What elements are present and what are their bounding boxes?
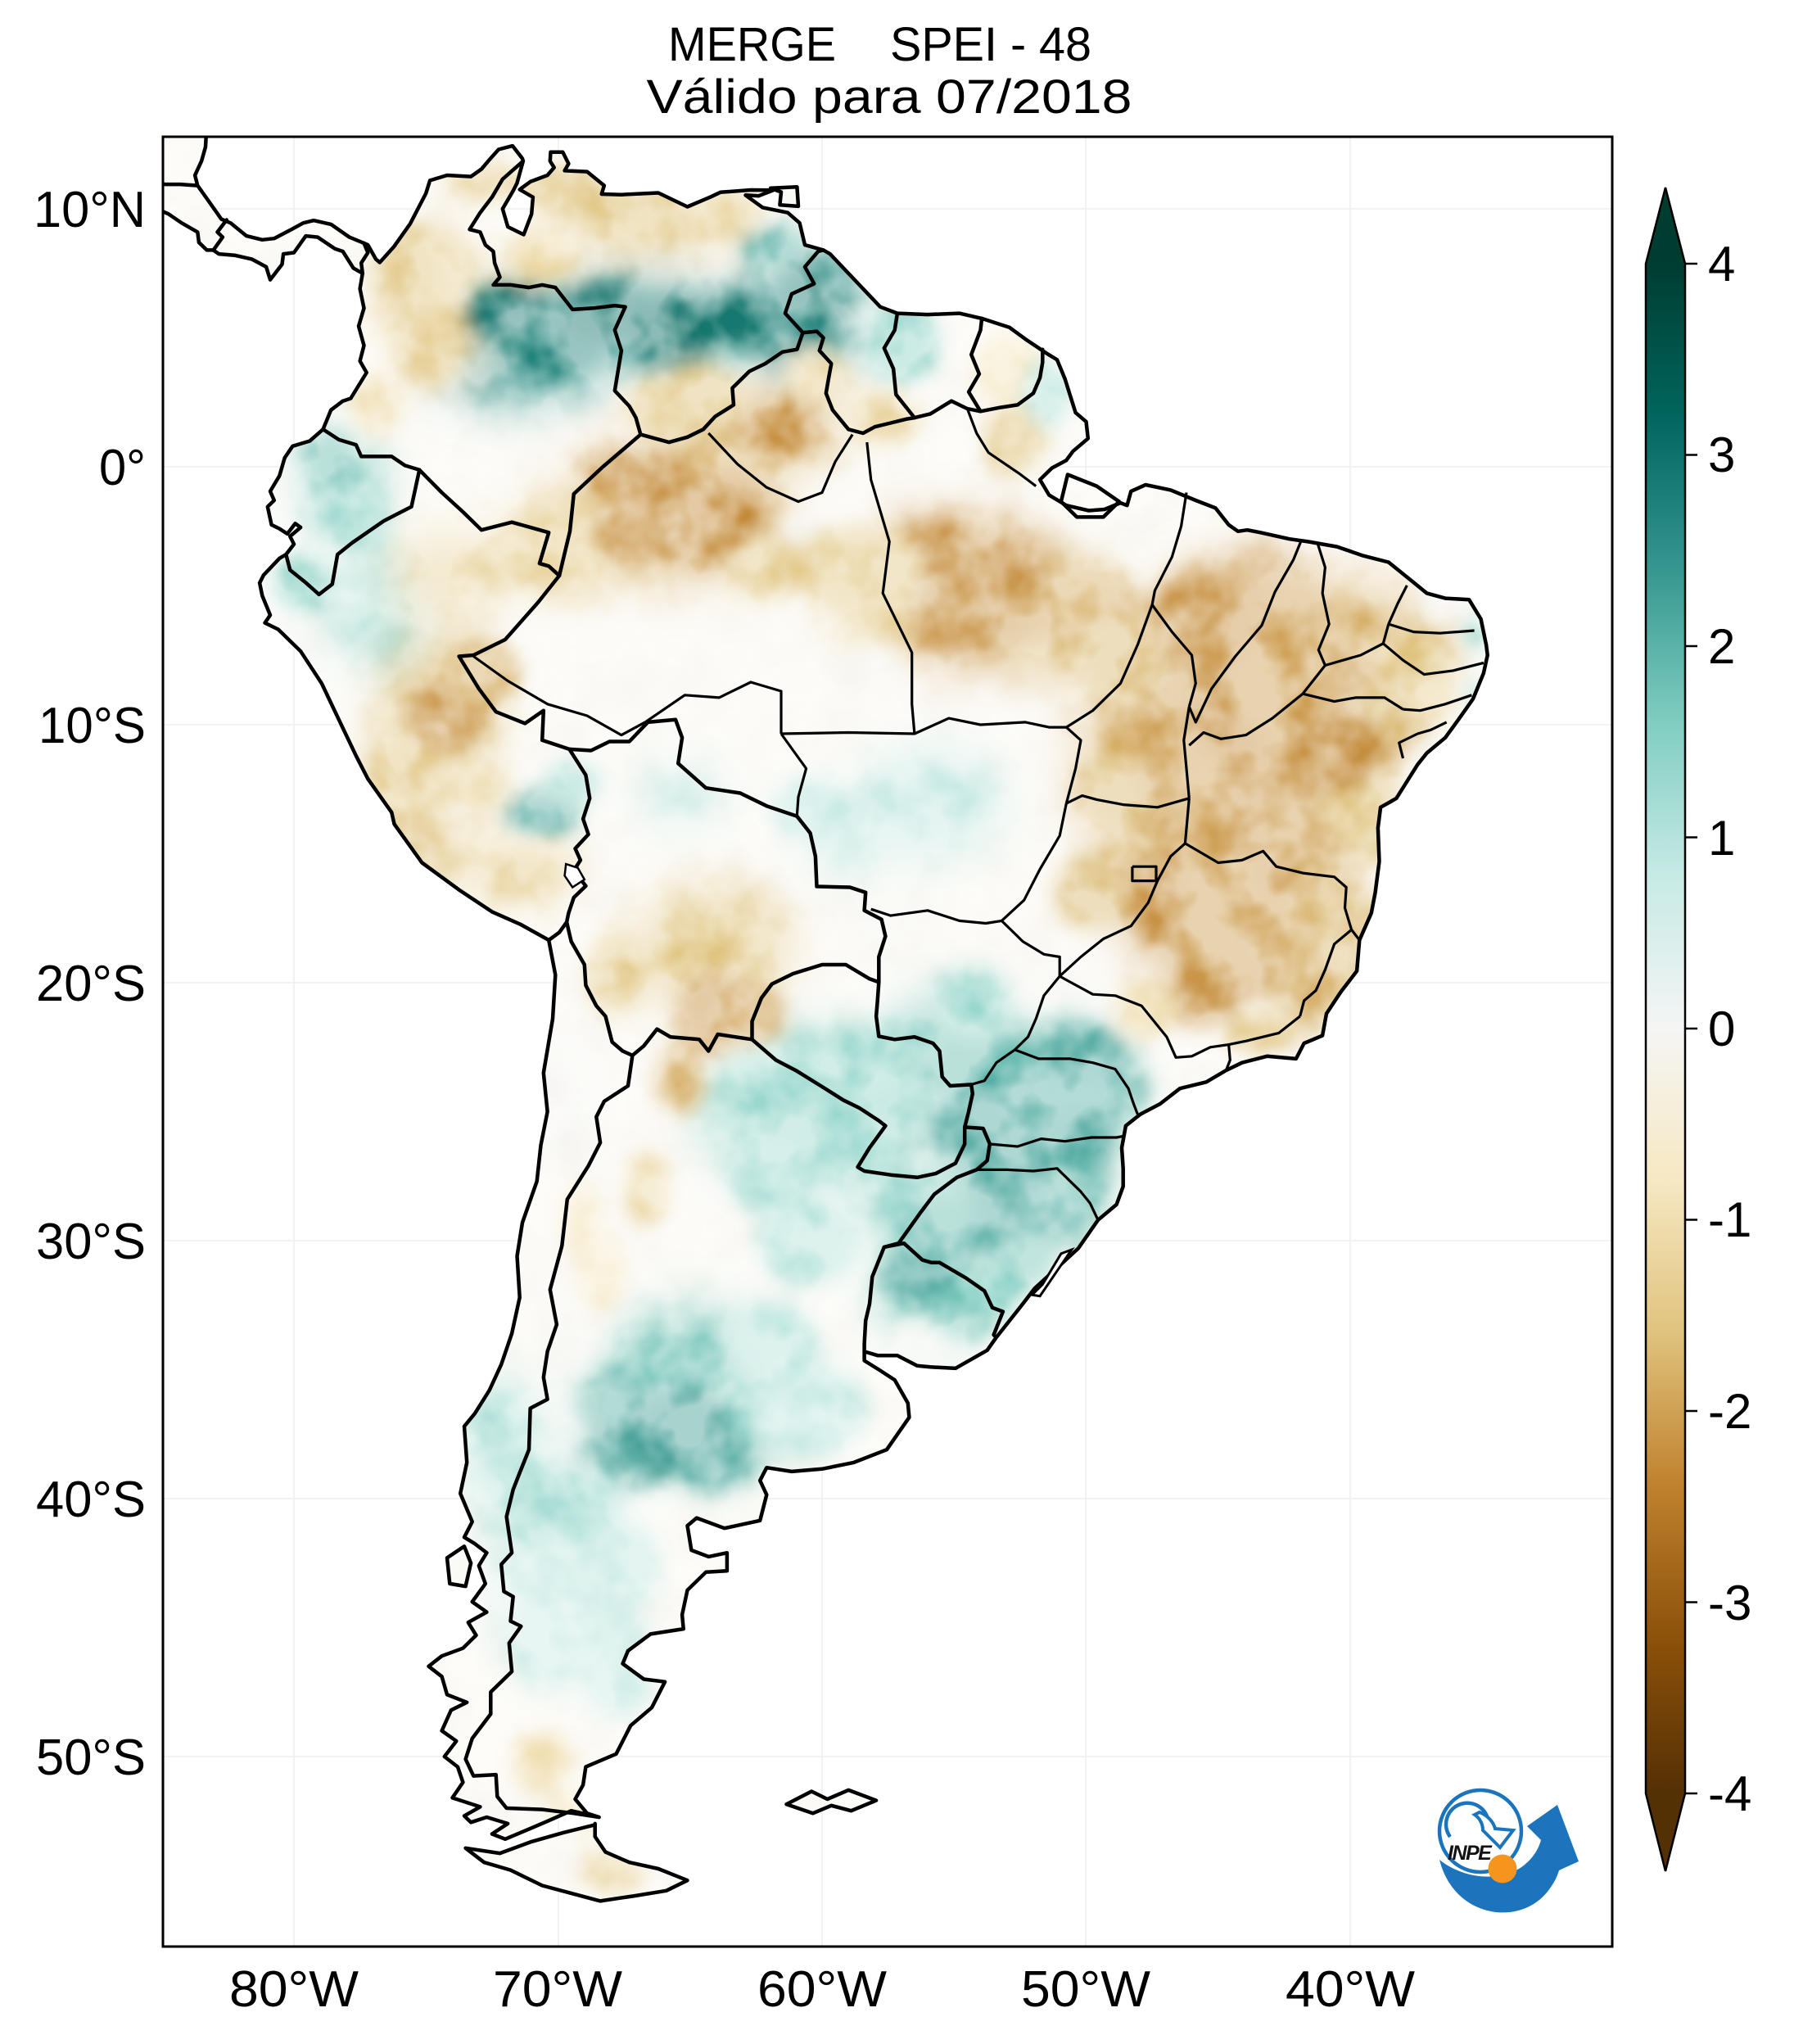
svg-text:30°S: 30°S <box>36 1214 146 1270</box>
svg-text:10°N: 10°N <box>34 182 146 238</box>
svg-text:0: 0 <box>1708 1002 1735 1056</box>
svg-text:4: 4 <box>1708 237 1735 292</box>
svg-text:50°W: 50°W <box>1021 1961 1150 2018</box>
svg-text:1: 1 <box>1708 811 1735 866</box>
svg-text:-1: -1 <box>1708 1192 1751 1247</box>
svg-text:10°S: 10°S <box>38 698 146 754</box>
svg-text:Válido para 07/2018: Válido para 07/2018 <box>647 70 1132 124</box>
svg-text:-4: -4 <box>1708 1766 1751 1821</box>
svg-text:50°S: 50°S <box>36 1730 146 1786</box>
svg-text:-3: -3 <box>1708 1576 1751 1630</box>
svg-text:INPE: INPE <box>1448 1842 1493 1865</box>
svg-text:3: 3 <box>1708 427 1735 482</box>
svg-text:0°: 0° <box>99 440 146 496</box>
svg-text:20°S: 20°S <box>36 956 146 1012</box>
svg-text:2: 2 <box>1708 619 1735 674</box>
svg-text:40°W: 40°W <box>1286 1961 1415 2018</box>
svg-text:SPEI - 48: SPEI - 48 <box>890 18 1091 71</box>
svg-text:MERGE: MERGE <box>668 18 836 71</box>
svg-text:70°W: 70°W <box>493 1961 622 2018</box>
svg-text:60°W: 60°W <box>757 1961 887 2018</box>
svg-text:-2: -2 <box>1708 1384 1751 1439</box>
svg-text:80°W: 80°W <box>229 1961 359 2018</box>
svg-text:40°S: 40°S <box>36 1472 146 1528</box>
